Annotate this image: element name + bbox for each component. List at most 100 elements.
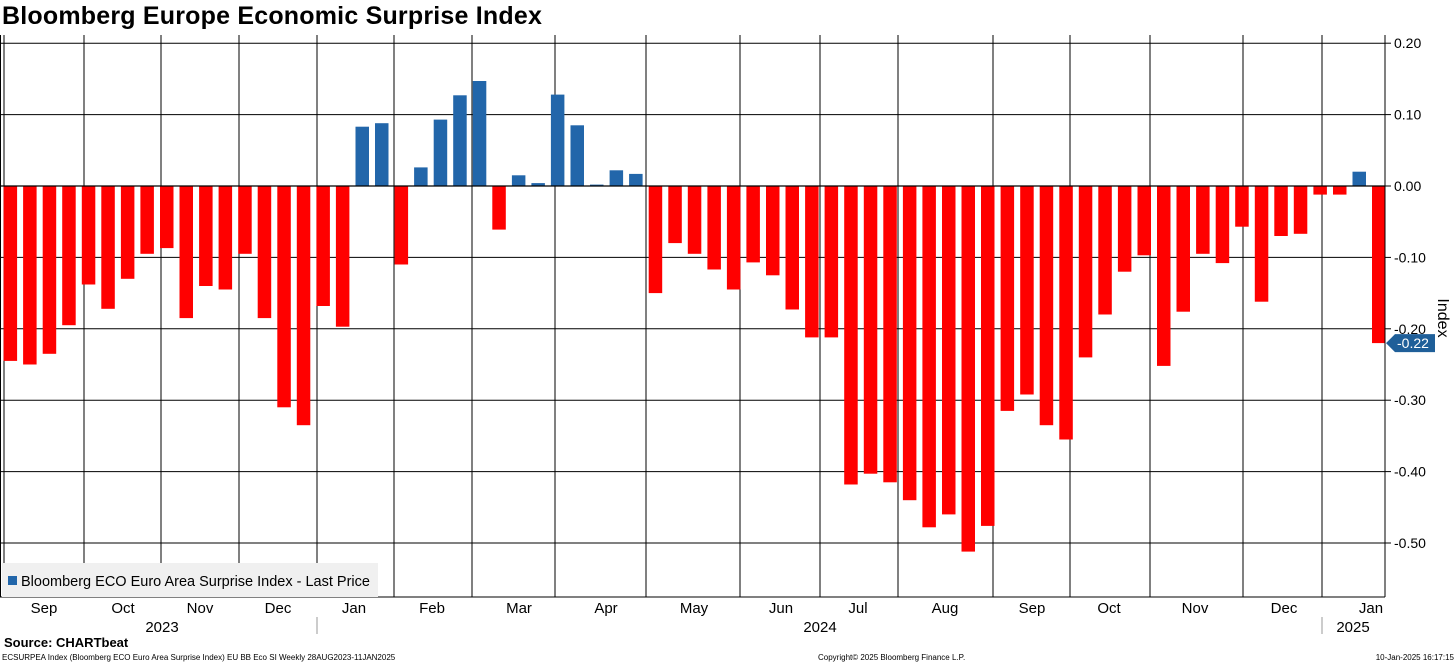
bar — [1235, 186, 1249, 227]
bar — [942, 186, 956, 515]
x-tick-label: Jan — [342, 600, 366, 617]
bar — [199, 186, 213, 286]
bar — [394, 186, 409, 265]
bar — [101, 186, 115, 309]
bar — [375, 123, 389, 186]
bar — [531, 183, 545, 186]
y-tick-label: -0.30 — [1394, 392, 1426, 408]
bar — [453, 95, 467, 186]
footer-copyright: Copyright© 2025 Bloomberg Finance L.P. — [818, 653, 966, 662]
bar — [238, 186, 252, 254]
x-tick-label: Apr — [594, 600, 617, 617]
bar — [1157, 186, 1171, 366]
bar — [1254, 186, 1269, 302]
x-axis-ticks: Sep Oct Nov Dec Jan Feb Mar Apr May Jun Jul Aug Sep O… — [31, 600, 1383, 617]
bar — [726, 186, 741, 290]
bar — [883, 186, 897, 483]
x-tick-label: Aug — [932, 600, 959, 617]
y-tick-label: -0.10 — [1394, 249, 1426, 265]
x-tick-label: Mar — [506, 600, 532, 617]
y-tick-label: -0.50 — [1394, 535, 1426, 551]
bar — [1000, 186, 1015, 411]
bar — [1372, 186, 1386, 344]
legend-label: Bloomberg ECO Euro Area Surprise Index -… — [21, 574, 370, 590]
x-tick-label: Jan — [1359, 600, 1383, 617]
bar — [140, 186, 154, 254]
year-labels: 2023 2024 2025 — [145, 617, 1370, 636]
x-tick-label: Nov — [1182, 600, 1209, 617]
bar — [355, 126, 369, 186]
bar — [902, 186, 917, 501]
bar — [1098, 186, 1112, 315]
bar — [62, 186, 76, 326]
bar — [1117, 186, 1132, 272]
y-tick-label: -0.20 — [1394, 321, 1426, 337]
bar — [511, 175, 526, 186]
source-note: Source: CHARTbeat — [4, 635, 129, 650]
y-axis-ticks: 0.20 0.10 0.00 -0.10 -0.20 -0.30 -0.40 -0.50 — [1385, 35, 1426, 551]
bar — [433, 119, 448, 186]
bar — [23, 186, 37, 365]
y-tick-label: 0.00 — [1394, 178, 1421, 194]
bar — [648, 186, 663, 294]
x-tick-label: Oct — [1097, 600, 1121, 617]
y-tick-label: 0.20 — [1394, 35, 1421, 51]
bar — [1078, 186, 1093, 358]
bar — [922, 186, 936, 528]
x-tick-label: Oct — [111, 600, 135, 617]
bar — [570, 125, 584, 186]
x-tick-label: Dec — [1271, 600, 1298, 617]
x-tick-label: Jul — [848, 600, 867, 617]
bar — [629, 173, 643, 186]
bar — [120, 186, 135, 279]
bar — [863, 186, 878, 474]
x-tick-label: Feb — [419, 600, 445, 617]
bar — [707, 186, 721, 270]
last-price-value: -0.22 — [1397, 335, 1429, 351]
bar — [1293, 186, 1308, 234]
x-tick-label: Sep — [1019, 600, 1046, 617]
bar — [824, 186, 839, 338]
bar — [961, 186, 975, 552]
bar — [746, 186, 760, 263]
bar — [414, 167, 428, 186]
vertical-gridlines — [3, 35, 1323, 597]
bar — [844, 186, 858, 485]
year-label: 2025 — [1336, 619, 1369, 636]
bar — [550, 94, 565, 186]
bar — [766, 186, 780, 276]
bar — [472, 81, 487, 186]
bar — [1059, 186, 1073, 440]
year-label: 2023 — [145, 619, 178, 636]
bar-series — [0, 81, 1386, 552]
bar — [805, 186, 819, 338]
bar — [1274, 186, 1288, 236]
bar — [1215, 186, 1230, 264]
bar — [1137, 186, 1151, 256]
bar — [1333, 186, 1347, 195]
last-price-badge: -0.22 — [1386, 334, 1435, 353]
legend-background — [2, 563, 378, 597]
y-tick-label: 0.10 — [1394, 107, 1421, 123]
x-tick-label: Nov — [187, 600, 214, 617]
legend: Bloomberg ECO Euro Area Surprise Index -… — [2, 563, 378, 597]
bar — [981, 186, 995, 526]
bar — [257, 186, 272, 319]
bar — [668, 186, 682, 244]
bar — [296, 186, 311, 426]
bar — [1176, 186, 1190, 312]
bar — [492, 186, 506, 230]
bar — [1313, 186, 1327, 195]
y-axis-label: Index — [1434, 298, 1451, 337]
bar — [218, 186, 233, 290]
bar — [3, 186, 18, 361]
bar — [609, 170, 624, 186]
legend-swatch — [8, 576, 17, 585]
bar — [785, 186, 799, 310]
chart-title: Bloomberg Europe Economic Surprise Index — [2, 2, 543, 30]
bar — [590, 184, 604, 186]
bar — [160, 186, 174, 249]
x-tick-label: Jun — [769, 600, 793, 617]
last-price-badge-shape — [1386, 334, 1435, 353]
